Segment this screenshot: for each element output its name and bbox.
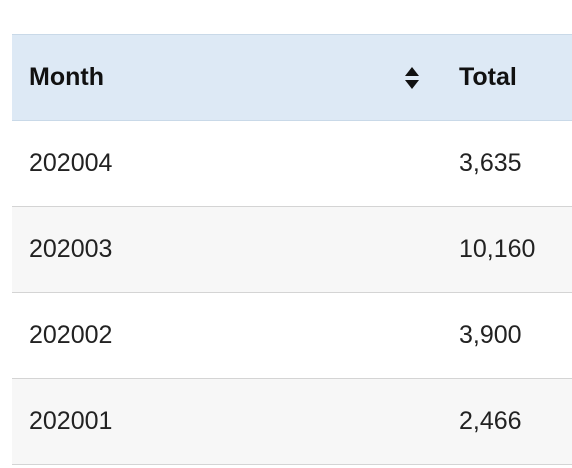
column-header-total[interactable]: Total — [442, 34, 572, 121]
table-row: 202003 10,160 — [12, 206, 572, 293]
table-row: 202004 3,635 — [12, 120, 572, 207]
column-header-month-label: Month — [29, 63, 104, 91]
header-row: Month Total — [12, 34, 572, 121]
cell-month: 202004 — [12, 120, 442, 207]
data-table-container: Month Total 202004 3,635 — [12, 34, 572, 465]
table-header: Month Total — [12, 34, 572, 121]
monthly-totals-table: Month Total 202004 3,635 — [12, 34, 572, 465]
table-body: 202004 3,635 202003 10,160 202002 3,900 … — [12, 120, 572, 465]
cell-month: 202003 — [12, 206, 442, 293]
column-header-total-label: Total — [459, 63, 517, 91]
cell-month: 202001 — [12, 378, 442, 465]
table-row: 202002 3,900 — [12, 292, 572, 379]
column-header-month[interactable]: Month — [12, 34, 442, 121]
cell-total: 10,160 — [442, 206, 572, 293]
cell-total: 2,466 — [442, 378, 572, 465]
cell-total: 3,635 — [442, 120, 572, 207]
table-row: 202001 2,466 — [12, 378, 572, 465]
cell-month: 202002 — [12, 292, 442, 379]
sort-updown-icon[interactable] — [404, 66, 420, 90]
cell-total: 3,900 — [442, 292, 572, 379]
